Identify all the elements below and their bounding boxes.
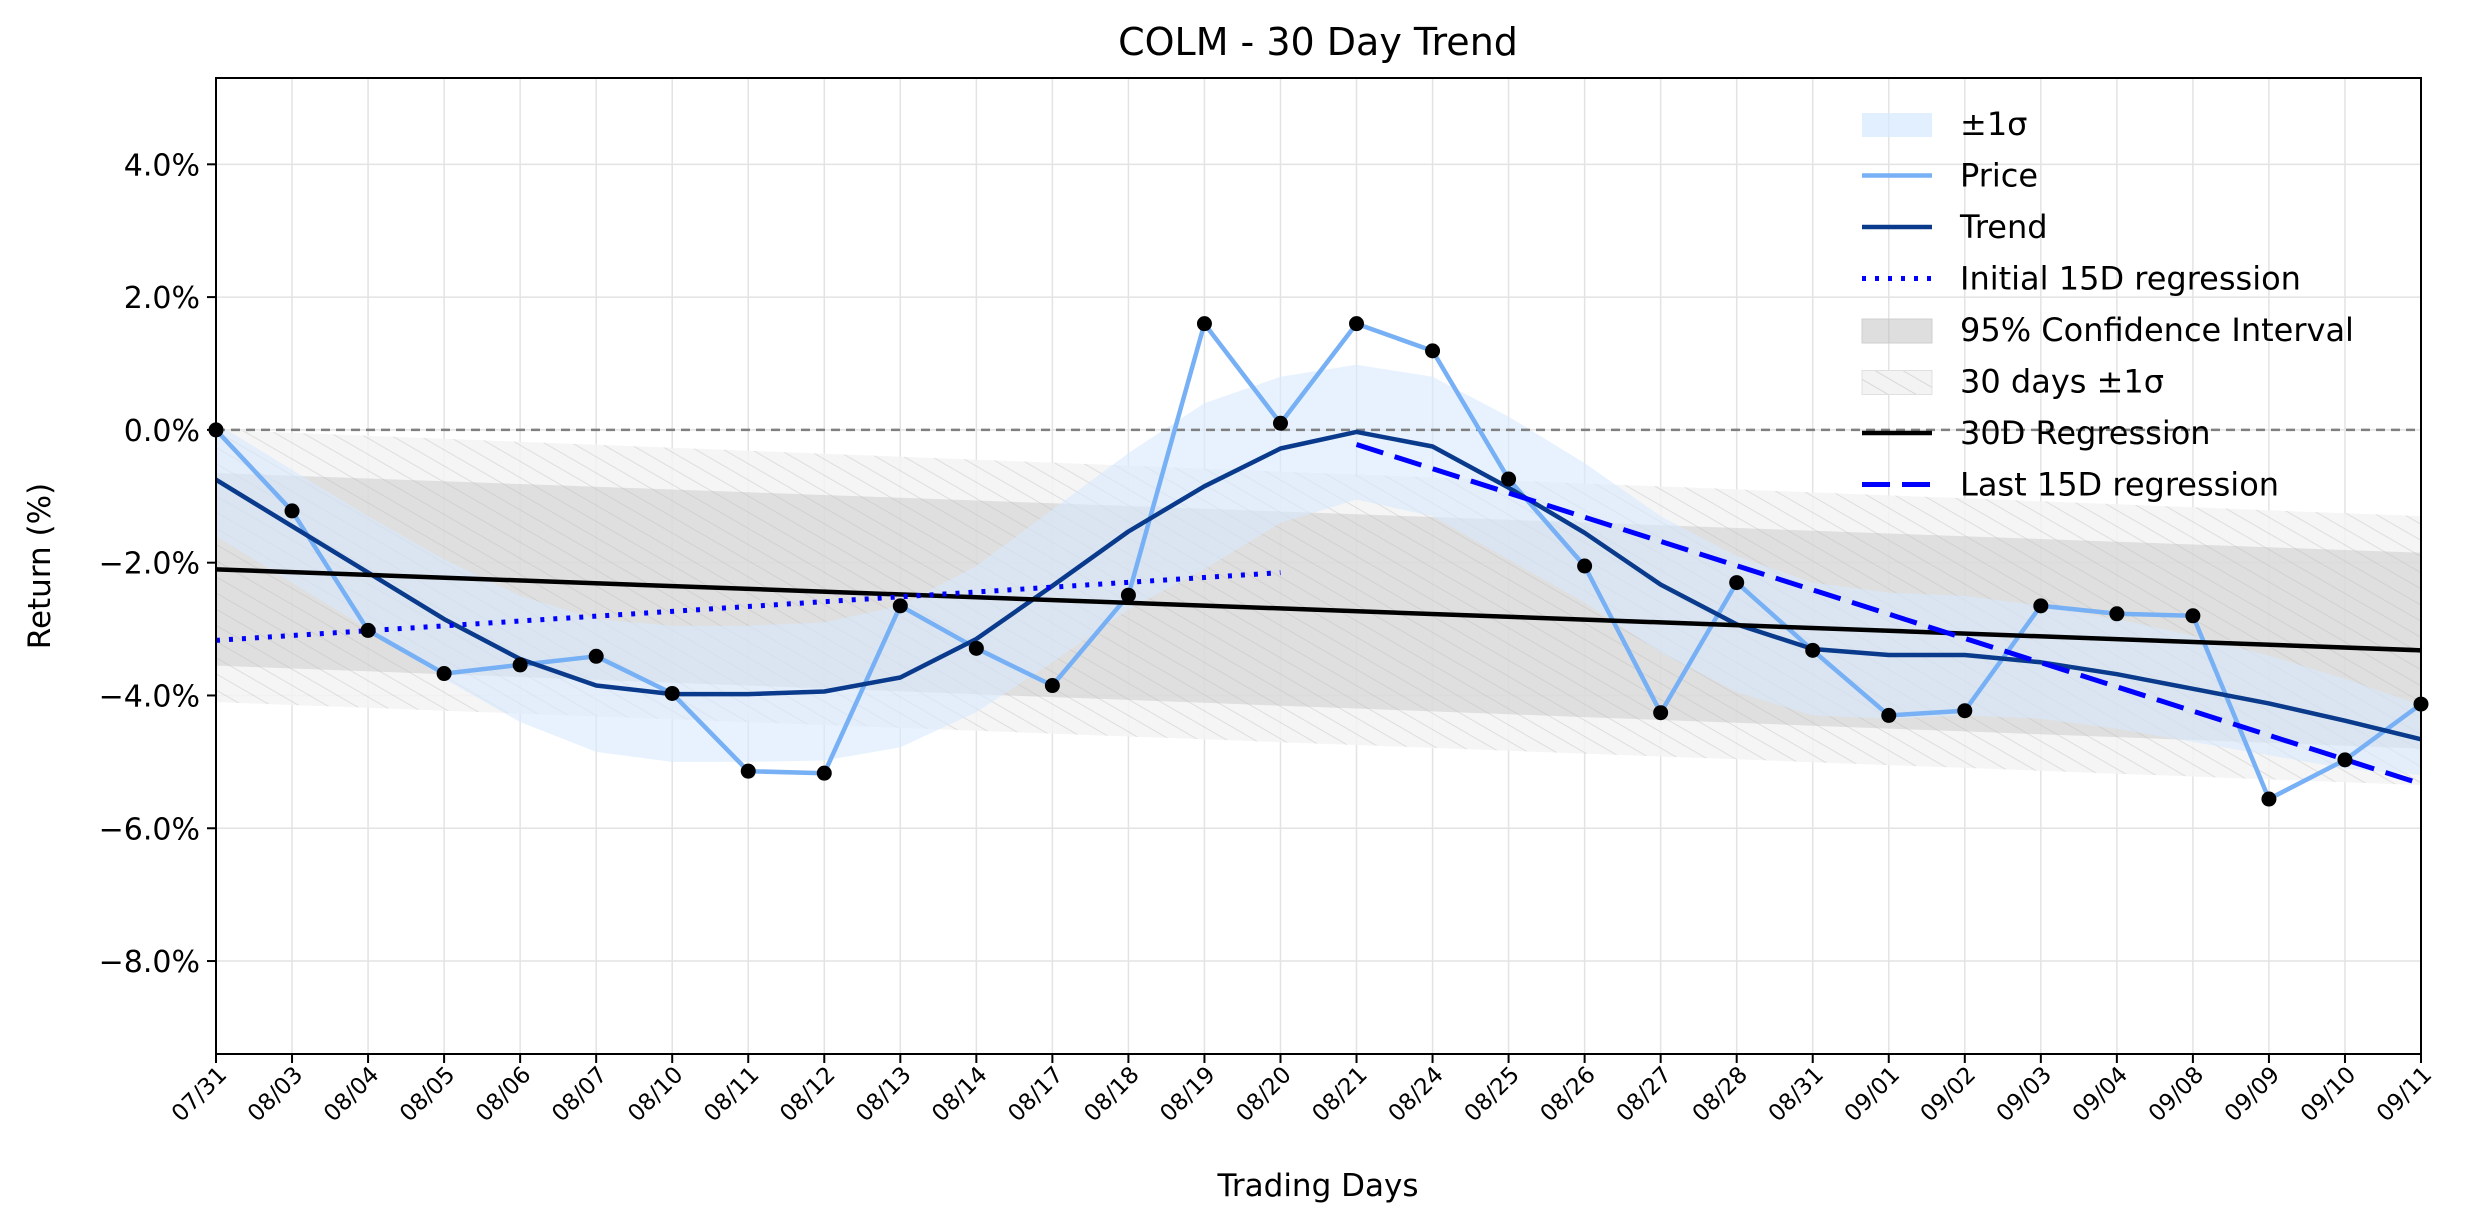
y-tick-label: −2.0% — [99, 547, 200, 582]
y-tick-label: −4.0% — [99, 679, 200, 714]
series-lines — [216, 321, 2421, 802]
legend-swatch — [1861, 318, 1933, 344]
price-marker — [1120, 587, 1136, 603]
legend-item-regression: 30D Regression — [1862, 414, 2211, 452]
price-marker — [1957, 703, 1973, 719]
y-axis-label: Return (%) — [22, 483, 58, 649]
price-marker — [1349, 316, 1365, 332]
price-marker — [2261, 791, 2277, 807]
price-marker — [664, 685, 680, 701]
legend-item-sigma: ±1σ — [1862, 105, 2027, 143]
legend-item-last_15d: Last 15D regression — [1862, 466, 2279, 504]
legend: ±1σ Price Trend Initial 15D regression 95% C… — [1861, 105, 2354, 504]
price-line — [216, 321, 2421, 802]
price-marker — [1272, 415, 1288, 431]
price-marker — [892, 598, 908, 614]
price-marker — [284, 503, 300, 519]
x-axis-label: Trading Days — [1217, 1168, 1419, 1204]
price-marker — [436, 666, 452, 682]
legend-item-price: Price — [1862, 157, 2038, 195]
price-marker — [588, 648, 604, 664]
legend-swatch — [1861, 370, 1933, 395]
price-marker — [1577, 558, 1593, 574]
legend-item-ci: 95% Confidence Interval — [1861, 311, 2354, 349]
chart-title: COLM - 30 Day Trend — [1118, 20, 1518, 64]
y-tick-label: 4.0% — [124, 148, 200, 183]
price-marker — [1729, 575, 1745, 591]
legend-item-band: 30 days ±1σ — [1861, 363, 2164, 401]
legend-label: ±1σ — [1960, 105, 2027, 143]
price-marker — [2109, 606, 2125, 622]
y-tick-label: −8.0% — [99, 945, 200, 980]
y-tick-label: 2.0% — [124, 281, 200, 316]
price-marker — [816, 765, 832, 781]
price-marker — [1196, 316, 1212, 332]
y-tick-label: −6.0% — [99, 812, 200, 847]
price-marker — [512, 657, 528, 673]
legend-label: 95% Confidence Interval — [1960, 311, 2354, 349]
price-marker — [1044, 678, 1060, 694]
legend-label: Initial 15D regression — [1960, 260, 2301, 298]
regression-30d-line — [216, 567, 2421, 653]
legend-label: 30D Regression — [1960, 414, 2211, 452]
legend-item-initial_15d: Initial 15D regression — [1862, 260, 2301, 298]
legend-label: Last 15D regression — [1960, 466, 2279, 504]
legend-label: 30 days ±1σ — [1960, 363, 2164, 401]
y-axis: −8.0% −6.0% −4.0% −2.0% 0.0% 2.0% 4.0% — [99, 148, 216, 980]
initial-15d-regression-line — [216, 570, 1281, 643]
legend-swatch — [1862, 113, 1932, 137]
price-marker — [2337, 752, 2353, 768]
price-marker — [360, 622, 376, 638]
price-marker — [1805, 642, 1821, 658]
legend-label: Trend — [1959, 208, 2048, 246]
price-marker — [1653, 705, 1669, 721]
legend-label: Price — [1960, 157, 2038, 195]
price-marker — [1881, 707, 1897, 723]
price-marker — [2185, 608, 2201, 624]
plot-frame — [215, 77, 2422, 1055]
legend-item-trend: Trend — [1862, 208, 2048, 246]
y-tick-label: 0.0% — [124, 414, 200, 449]
price-marker — [968, 640, 984, 656]
price-marker — [740, 763, 756, 779]
price-marker — [1501, 471, 1517, 487]
price-markers — [208, 316, 2429, 807]
sigma-band — [216, 364, 2421, 776]
price-marker — [1425, 343, 1441, 359]
price-marker — [2033, 598, 2049, 614]
last-15d-regression-line — [1355, 442, 2421, 787]
